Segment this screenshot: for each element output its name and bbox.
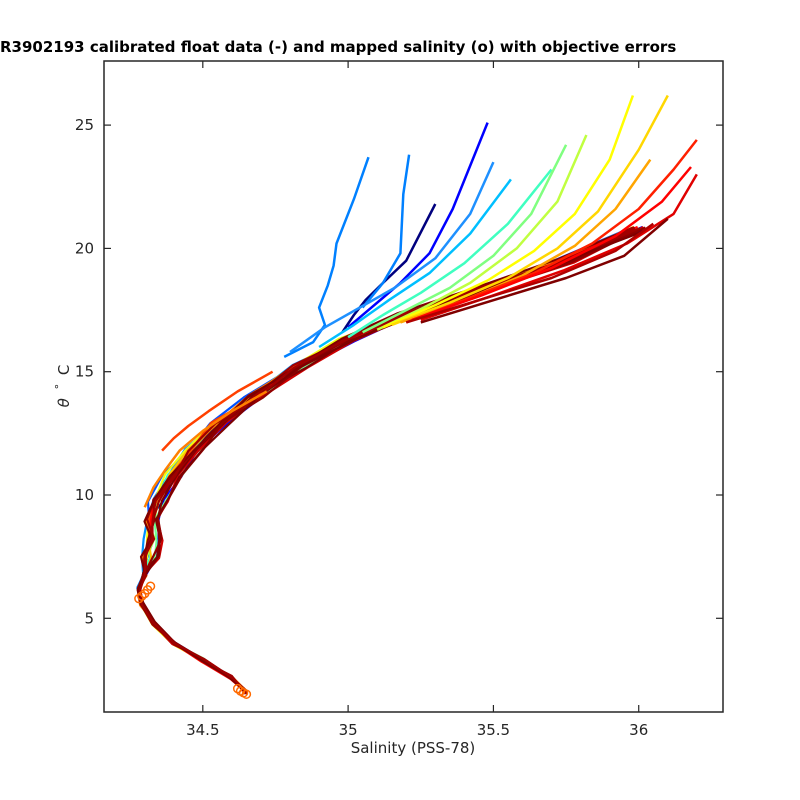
float-profile-line — [138, 227, 633, 694]
y-tick-label: 25 — [75, 116, 94, 134]
float-profile-line — [137, 227, 641, 694]
y-axis-symbol: θ — [55, 398, 73, 407]
x-tick-label: 36 — [629, 721, 648, 739]
float-profile-line — [136, 226, 635, 694]
mapped-salinity-point — [137, 591, 147, 601]
float-profiles — [136, 94, 698, 695]
float-profile-line — [289, 161, 495, 354]
float-profile-line — [362, 144, 568, 334]
mapped-salinity-point — [134, 593, 144, 604]
mapped-salinity-markers — [134, 581, 252, 699]
float-profile-line — [138, 226, 643, 694]
float-profile-line — [318, 178, 512, 349]
plot-area — [134, 94, 698, 699]
float-profile-line — [161, 370, 274, 452]
float-profile-line — [138, 226, 633, 694]
float-profile-line — [137, 227, 640, 694]
x-tick-label: 34.5 — [186, 721, 219, 739]
y-tick-label: 10 — [75, 486, 94, 504]
float-profile-line — [420, 217, 669, 324]
float-profile-line — [137, 227, 636, 692]
float-profile-line — [138, 226, 634, 694]
y-axis-unit: C — [55, 365, 73, 375]
chart-title: R3902193 calibrated float data (-) and m… — [0, 38, 676, 56]
y-tick-label: 5 — [84, 609, 94, 627]
svg-text:θ ° C: θ ° C — [49, 365, 73, 408]
float-profile-line — [347, 168, 553, 339]
float-profile-line — [361, 154, 411, 309]
float-profile-line — [283, 156, 370, 359]
float-profile-line — [382, 95, 635, 329]
float-profile-line — [136, 228, 648, 695]
float-profile-line — [138, 228, 634, 693]
y-tick-label: 15 — [75, 363, 94, 381]
y-axis-label: θ ° C — [49, 365, 73, 408]
float-profile-line — [405, 222, 655, 324]
float-profile-line — [139, 226, 635, 694]
x-tick-label: 35.5 — [477, 721, 510, 739]
mapped-salinity-point — [241, 689, 252, 699]
axis-ticks: 34.5 35 35.5 36 5 10 15 20 25 — [75, 61, 723, 739]
plot-frame — [103, 60, 724, 713]
mapped-salinity-point — [145, 581, 156, 591]
float-profile-line — [347, 122, 489, 329]
float-profile-line — [136, 228, 639, 693]
x-tick-label: 35 — [339, 721, 358, 739]
float-profile-line — [139, 225, 639, 693]
float-profile-line — [376, 134, 588, 331]
y-tick-label: 20 — [75, 239, 94, 257]
float-profile-line — [391, 94, 669, 327]
float-profile-line — [405, 139, 698, 324]
float-profile-line — [411, 166, 692, 322]
x-axis-label: Salinity (PSS-78) — [351, 739, 476, 757]
float-profile-line — [138, 227, 636, 693]
float-profile-line — [137, 227, 641, 694]
float-profile-line — [143, 390, 268, 508]
